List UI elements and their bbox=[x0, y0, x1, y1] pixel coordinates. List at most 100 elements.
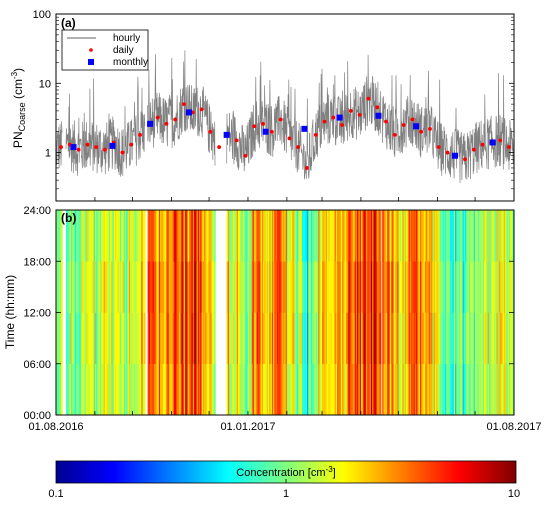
heatmap-cell bbox=[408, 210, 411, 262]
heatmap-cell bbox=[488, 363, 491, 416]
heatmap-cell bbox=[102, 312, 105, 365]
heatmap-cell bbox=[332, 261, 334, 313]
heatmap-cell bbox=[468, 363, 471, 416]
heatmap-cell bbox=[191, 363, 194, 416]
heatmap-cell bbox=[511, 210, 514, 262]
heatmap-cell bbox=[279, 261, 281, 313]
heatmap-cell bbox=[165, 312, 167, 365]
heatmap-cell bbox=[330, 210, 333, 262]
heatmap-cell bbox=[483, 261, 486, 313]
heatmap-cell bbox=[317, 363, 319, 416]
heatmap-cell bbox=[71, 363, 73, 416]
heatmap-cell bbox=[508, 312, 511, 365]
heatmap-cell bbox=[427, 363, 430, 416]
heatmap-cell bbox=[428, 363, 431, 416]
heatmap-cell bbox=[256, 312, 259, 365]
heatmap-cell bbox=[510, 363, 512, 416]
heatmap-cell bbox=[278, 363, 280, 416]
heatmap-cell bbox=[304, 210, 307, 262]
heatmap-cell bbox=[406, 261, 408, 313]
hourly-line-segment bbox=[65, 76, 146, 177]
heatmap-cell bbox=[482, 261, 485, 313]
heatmap-cell bbox=[236, 312, 239, 365]
heatmap-cell bbox=[245, 261, 248, 313]
heatmap-cell bbox=[465, 312, 467, 365]
heatmap-cell bbox=[482, 363, 485, 416]
heatmap-cell bbox=[309, 312, 312, 365]
heatmap-cell bbox=[205, 363, 207, 416]
heatmap-cell bbox=[431, 363, 433, 416]
heatmap-cell bbox=[500, 210, 502, 262]
daily-point bbox=[445, 150, 450, 155]
heatmap-cell bbox=[462, 210, 465, 262]
heatmap-cell bbox=[202, 210, 205, 262]
heatmap-cell bbox=[502, 210, 505, 262]
heatmap-cell bbox=[79, 363, 82, 416]
heatmap-cell bbox=[475, 312, 477, 365]
heatmap-cell bbox=[314, 210, 317, 262]
heatmap-cell bbox=[412, 363, 415, 416]
heatmap-cell bbox=[328, 363, 330, 416]
heatmap-cell bbox=[419, 363, 422, 416]
heatmap-cell bbox=[204, 210, 206, 262]
heatmap-cell bbox=[319, 312, 322, 365]
heatmap-cell bbox=[206, 312, 209, 365]
heatmap-cell bbox=[227, 261, 230, 313]
heatmap-cell bbox=[456, 312, 458, 365]
heatmap-cell bbox=[348, 210, 351, 262]
heatmap-cell bbox=[58, 312, 61, 365]
heatmap-cell bbox=[274, 261, 276, 313]
heatmap-cell bbox=[315, 210, 318, 262]
heatmap-cell bbox=[353, 261, 356, 313]
heatmap-cell bbox=[266, 363, 269, 416]
heatmap-cell bbox=[389, 210, 392, 262]
heatmap-cell bbox=[83, 210, 86, 262]
heatmap-cell bbox=[422, 363, 425, 416]
heatmap-cell bbox=[363, 312, 366, 365]
heatmap-cell bbox=[160, 312, 162, 365]
heatmap-cell bbox=[424, 261, 427, 313]
heatmap-cell bbox=[155, 261, 157, 313]
heatmap-cell bbox=[472, 210, 475, 262]
heatmap-cell bbox=[268, 210, 270, 262]
heatmap-cell bbox=[83, 312, 86, 365]
heatmap-cell bbox=[241, 210, 244, 262]
heatmap-cell bbox=[461, 261, 463, 313]
heatmap-cell bbox=[457, 210, 460, 262]
heatmap-cell bbox=[59, 363, 62, 416]
heatmap-cell bbox=[446, 312, 448, 365]
heatmap-cell bbox=[247, 312, 250, 365]
heatmap-cell bbox=[236, 261, 239, 313]
heatmap-cell bbox=[132, 312, 135, 365]
heatmap-cell bbox=[414, 261, 417, 313]
heatmap-cell bbox=[329, 312, 332, 365]
heatmap-cell bbox=[168, 210, 171, 262]
heatmap-cell bbox=[173, 312, 176, 365]
daily-point bbox=[199, 107, 204, 112]
heatmap-cell bbox=[345, 363, 348, 416]
heatmap-cell bbox=[230, 210, 233, 262]
heatmap-cell bbox=[414, 363, 417, 416]
heatmap-cell bbox=[153, 312, 156, 365]
heatmap-cell bbox=[342, 210, 344, 262]
heatmap-cell bbox=[382, 312, 384, 365]
heatmap-cell bbox=[402, 363, 404, 416]
heatmap-cell bbox=[374, 210, 377, 262]
heatmap-cell bbox=[294, 312, 297, 365]
heatmap-cell bbox=[414, 210, 417, 262]
heatmap-cell bbox=[163, 363, 166, 416]
heatmap-cell bbox=[318, 210, 320, 262]
heatmap-cell bbox=[306, 261, 309, 313]
heatmap-cell bbox=[453, 261, 456, 313]
heatmap-cell bbox=[452, 261, 455, 313]
heatmap-cell bbox=[448, 261, 451, 313]
heatmap-cell bbox=[106, 210, 108, 262]
heatmap-cell bbox=[409, 363, 412, 416]
heatmap-cell bbox=[249, 363, 251, 416]
heatmap-cell bbox=[443, 363, 446, 416]
heatmap-cell bbox=[417, 261, 420, 313]
heatmap-cell bbox=[511, 261, 514, 313]
heatmap-cell bbox=[394, 210, 397, 262]
heatmap-cell bbox=[412, 210, 415, 262]
heatmap-cell bbox=[156, 261, 159, 313]
